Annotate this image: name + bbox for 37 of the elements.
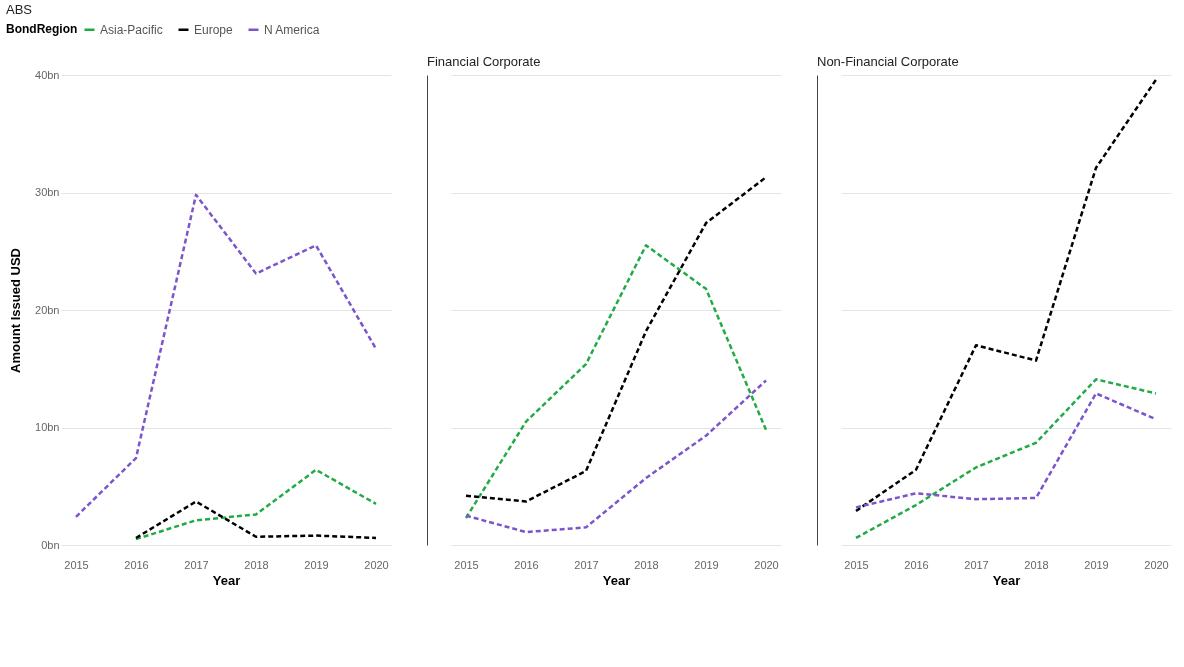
line-series	[134, 468, 378, 541]
x-tick-label: 2017	[184, 558, 209, 571]
line-series	[134, 500, 378, 540]
y-tick-label: 40bn	[35, 68, 60, 81]
x-tick-label: 2020	[754, 558, 779, 571]
x-tick-label: 2019	[694, 558, 719, 571]
legend-title: BondRegion	[6, 22, 78, 36]
x-tick-label: 2018	[634, 558, 659, 571]
x-axis-title: Year	[992, 572, 1021, 588]
x-tick-label: 2020	[1144, 558, 1169, 571]
x-tick-label: 2018	[244, 558, 269, 571]
x-tick-label: 2016	[124, 558, 149, 571]
x-tick-label: 2016	[514, 558, 539, 571]
legend-label: N America	[264, 22, 320, 37]
x-tick-label: 2016	[904, 558, 929, 571]
x-axis-title: Year	[212, 572, 241, 588]
x-tick-label: 2015	[454, 558, 479, 571]
x-axis-title: Year	[602, 572, 631, 588]
chart-title: ABS	[6, 2, 33, 17]
y-tick-label: 20bn	[35, 303, 60, 316]
x-tick-label: 2015	[844, 558, 869, 571]
y-tick-label: 10bn	[35, 421, 60, 433]
x-tick-label: 2017	[574, 558, 599, 571]
x-tick-label: 2018	[1024, 558, 1049, 571]
chart-title: Non-Financial Corporate	[817, 54, 959, 69]
x-tick-label: 2020	[364, 558, 389, 571]
chart-title: Financial Corporate	[427, 54, 541, 69]
legend-label: Europe	[194, 22, 234, 37]
line-series	[74, 193, 378, 519]
y-tick-label: 0bn	[41, 538, 60, 551]
x-tick-label: 2017	[964, 558, 989, 571]
x-tick-label: 2015	[64, 558, 89, 571]
y-tick-label: 30bn	[35, 186, 60, 198]
x-tick-label: 2019	[1084, 558, 1109, 571]
x-tick-label: 2019	[304, 558, 329, 571]
y-axis-title: Amount Issued USD	[8, 248, 24, 373]
legend-label: Asia-Pacific	[100, 22, 163, 37]
